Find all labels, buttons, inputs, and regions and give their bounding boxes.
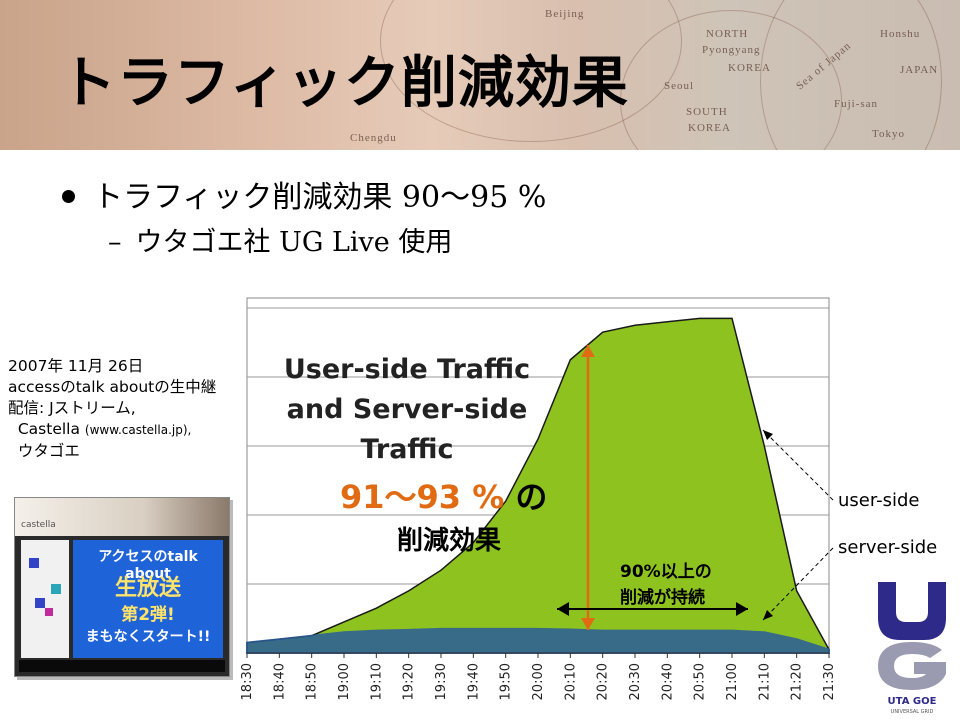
logo-name: UTA GOE [888,696,937,707]
reduction-particle: の [515,478,548,516]
event-caption: 2007年 11月 26日 accessのtalk aboutの生中継 配信: … [8,356,216,462]
sidebar-square [35,598,45,608]
caption-castella: Castella [17,420,80,438]
x-tick-label: 18:50 [305,663,320,700]
x-tick-label: 19:30 [434,663,449,700]
caption-line: 配信: Jストリーム, [8,399,136,417]
panel-line: 生放送 [114,576,181,601]
server-side-annotation: server-side [838,537,938,558]
bullet-item: トラフィック削減効果 90〜95 % [62,172,546,216]
uta-goe-logo: UTA GOE UNIVERSAL GRID [872,578,952,716]
dash-icon: – [108,227,122,258]
map-label: KOREA [728,62,771,74]
server-side-leader [762,547,834,621]
bullet-dot-icon [62,189,75,203]
bullet-text: トラフィック削減効果 90〜95 % [93,180,547,215]
broadcast-screenshot: castella アクセスのtalk about 生放送 第2弾! まもなくスタ… [14,497,230,677]
x-tick-label: 20:20 [596,663,611,700]
user-side-leader [762,429,834,501]
sustain-label-line2: 削減が持続 [620,588,705,608]
slide-title: トラフィック削減効果 [60,51,629,116]
panel-line: 第2弾! [121,605,175,625]
sidebar-square [51,584,61,594]
map-contour [760,0,942,150]
panel-line: まもなくスタート!! [85,629,211,645]
area-user-side [246,317,830,654]
user-side-leader-arrowhead [763,430,773,440]
x-tick-label: 20:10 [563,663,578,700]
caption-line: 2007年 11月 26日 [8,357,144,375]
map-label: Beijing [545,8,585,20]
panel-line: アクセスのtalk about [98,549,198,582]
screenshot-sidebar [21,540,69,658]
user-side-annotation: user-side [838,490,920,511]
sustain-label-line1: 90%以上の [620,562,712,582]
map-label: SOUTH [686,106,728,118]
map-label: Seoul [664,80,695,92]
x-tick-label: 19:00 [337,663,352,700]
x-tick-label: 19:10 [369,663,384,700]
x-tick-label: 19:50 [499,663,514,700]
screenshot-panel: アクセスのtalk about 生放送 第2弾! まもなくスタート!! [73,540,223,658]
map-label: Pyongyang [702,44,761,56]
reduction-arrowhead-up [581,345,595,357]
reduction-pct-value: 91〜93 % [340,478,505,516]
sub-bullet-text: ウタゴエ社 UG Live 使用 [135,227,453,258]
sidebar-square [45,608,53,616]
x-tick-label: 19:40 [466,663,481,700]
caption-line: ウタゴエ [17,442,80,460]
map-label: Chengdu [350,132,397,144]
x-tick-label: 18:30 [240,663,255,700]
caption-url: (www.castella.jp), [84,423,192,437]
map-label: Honshu [880,28,921,40]
caption-line: accessのtalk aboutの生中継 [8,378,217,396]
x-tick-label: 18:40 [272,663,287,700]
map-banner: Beijing NORTH Pyongyang KOREA Seoul SOUT… [0,0,960,150]
map-label: Fuji-san [834,98,879,110]
x-tick-label: 21:10 [757,663,772,700]
screenshot-taskbar [19,660,225,672]
sidebar-square [29,558,39,568]
sub-bullet-item: – ウタゴエ社 UG Live 使用 [108,220,452,259]
sustain-arrowhead-left [557,602,569,616]
x-tick-label: 20:30 [628,663,643,700]
x-tick-label: 21:00 [725,663,740,700]
screenshot-header [15,498,229,536]
reduction-arrowhead-down [581,618,595,630]
logo-g-shape [878,642,946,690]
x-tick-label: 20:50 [693,663,708,700]
x-tick-label: 20:40 [660,663,675,700]
sustain-arrowhead-right [736,602,748,616]
chart-title: User-side Traffic and Server-side Traffi… [283,354,531,465]
x-tick-label: 21:30 [822,663,837,700]
x-tick-label: 20:00 [531,663,546,700]
reduction-percentage: 91〜93 % の [340,472,547,518]
reduction-label: 削減効果 [397,526,502,556]
x-tick-label: 19:20 [402,663,417,700]
map-label: JAPAN [900,64,939,76]
server-side-leader-arrowhead [763,610,773,620]
x-tick-label: 21:20 [790,663,805,700]
map-label: Tokyo [872,128,905,140]
logo-u-shape [878,582,946,640]
map-label: NORTH [706,28,749,40]
map-label: KOREA [688,122,731,134]
area-server-side [246,627,830,654]
castella-logo: castella [21,520,56,530]
logo-sub: UNIVERSAL GRID [891,709,934,715]
